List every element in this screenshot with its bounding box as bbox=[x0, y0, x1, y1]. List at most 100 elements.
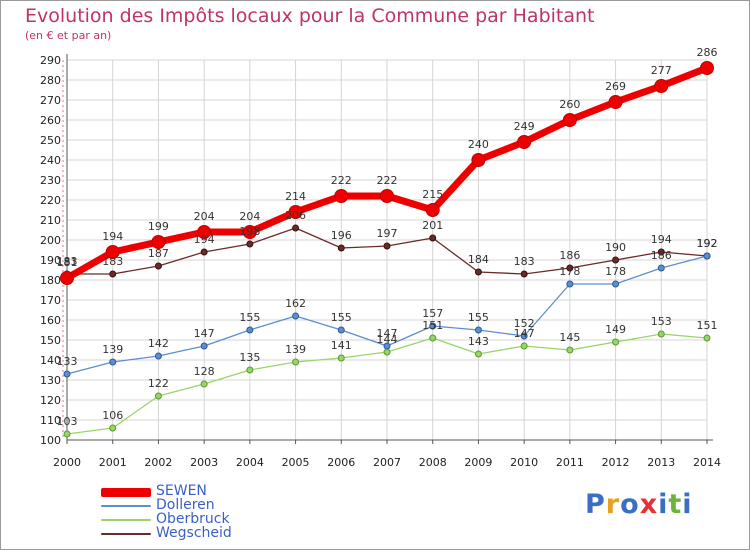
y-tick-label: 160 bbox=[40, 314, 61, 327]
data-label: 186 bbox=[651, 249, 672, 262]
data-point bbox=[429, 234, 437, 242]
data-point bbox=[657, 248, 665, 256]
data-label: 186 bbox=[559, 249, 580, 262]
chart-title: Evolution des Impôts locaux pour la Comm… bbox=[25, 5, 595, 27]
series-oberbruck bbox=[63, 330, 711, 438]
logo-letter: x bbox=[639, 489, 659, 520]
legend-label: Wegscheid bbox=[156, 525, 232, 541]
data-label: 190 bbox=[605, 241, 626, 254]
data-point bbox=[703, 252, 711, 260]
legend-item-sewen: SEWEN bbox=[101, 483, 301, 499]
data-point bbox=[612, 280, 620, 288]
x-tick-label: 2008 bbox=[419, 456, 447, 469]
data-point bbox=[292, 358, 300, 366]
data-point bbox=[292, 224, 300, 232]
data-point bbox=[562, 113, 577, 127]
data-label: 162 bbox=[285, 297, 306, 310]
data-label: 145 bbox=[559, 331, 580, 344]
data-point bbox=[60, 271, 74, 285]
data-point bbox=[474, 350, 482, 358]
data-point bbox=[566, 346, 574, 354]
data-label: 151 bbox=[697, 319, 718, 332]
data-label: 142 bbox=[148, 337, 169, 350]
data-label: 187 bbox=[148, 247, 169, 260]
legend-swatch bbox=[101, 505, 151, 507]
x-tick-label: 2005 bbox=[282, 456, 310, 469]
data-point bbox=[200, 380, 208, 388]
y-tick-label: 120 bbox=[40, 394, 61, 407]
data-label: 178 bbox=[605, 265, 626, 278]
data-point bbox=[383, 242, 391, 250]
legend-item-dolleren: Dolleren bbox=[101, 497, 301, 513]
data-label: 184 bbox=[468, 253, 489, 266]
data-label: 249 bbox=[514, 120, 535, 133]
data-label: 204 bbox=[194, 210, 215, 223]
data-point bbox=[337, 354, 345, 362]
x-tick-label: 2007 bbox=[373, 456, 401, 469]
data-label: 143 bbox=[468, 335, 489, 348]
y-tick-label: 250 bbox=[40, 134, 61, 147]
data-label: 206 bbox=[285, 209, 306, 222]
y-tick-label: 210 bbox=[40, 214, 61, 227]
data-label: 153 bbox=[651, 315, 672, 328]
data-point bbox=[288, 205, 303, 219]
y-tick-label: 230 bbox=[40, 174, 61, 187]
data-point bbox=[200, 342, 208, 350]
series-sewen bbox=[60, 61, 714, 285]
logo-letter: t bbox=[668, 489, 683, 520]
x-tick-label: 2014 bbox=[693, 456, 721, 469]
data-point bbox=[151, 235, 166, 249]
data-label: 183 bbox=[514, 255, 535, 268]
data-point bbox=[109, 358, 117, 366]
data-label: 260 bbox=[559, 98, 580, 111]
legend-item-oberbruck: Oberbruck bbox=[101, 511, 301, 527]
y-tick-label: 100 bbox=[40, 434, 61, 447]
data-point bbox=[566, 264, 574, 272]
data-label: 286 bbox=[697, 46, 718, 59]
data-point bbox=[337, 244, 345, 252]
x-tick-label: 2010 bbox=[510, 456, 538, 469]
data-label: 152 bbox=[514, 317, 535, 330]
legend-label: Oberbruck bbox=[156, 511, 230, 527]
data-label: 155 bbox=[468, 311, 489, 324]
data-label: 147 bbox=[377, 327, 398, 340]
data-point bbox=[242, 225, 257, 239]
data-label: 222 bbox=[331, 174, 352, 187]
data-label: 214 bbox=[285, 190, 306, 203]
data-label: 149 bbox=[605, 323, 626, 336]
x-tick-label: 2003 bbox=[190, 456, 218, 469]
chart-subtitle: (en € et par an) bbox=[25, 29, 112, 42]
data-point bbox=[380, 189, 394, 203]
legend-label: SEWEN bbox=[156, 483, 207, 499]
data-label: 183 bbox=[102, 255, 123, 268]
data-point bbox=[105, 245, 120, 259]
series-dolleren bbox=[63, 252, 711, 378]
data-label: 147 bbox=[514, 327, 535, 340]
logo-letter: i bbox=[658, 489, 669, 520]
y-tick-label: 180 bbox=[40, 274, 61, 287]
data-point bbox=[246, 366, 254, 374]
y-tick-label: 150 bbox=[40, 334, 61, 347]
logo-letter: r bbox=[605, 489, 621, 520]
data-label: 277 bbox=[651, 64, 672, 77]
data-point bbox=[700, 61, 714, 75]
data-label: 215 bbox=[422, 188, 443, 201]
y-tick-label: 190 bbox=[40, 254, 61, 267]
data-label: 201 bbox=[422, 219, 443, 232]
data-point bbox=[383, 348, 391, 356]
data-point bbox=[383, 342, 391, 350]
data-point bbox=[337, 326, 345, 334]
data-label: 178 bbox=[559, 265, 580, 278]
data-point bbox=[63, 370, 71, 378]
data-point bbox=[154, 262, 162, 270]
data-point bbox=[471, 153, 486, 167]
data-label: 181 bbox=[57, 256, 78, 269]
data-point bbox=[612, 338, 620, 346]
legend-label: Dolleren bbox=[156, 497, 215, 513]
data-label: 135 bbox=[239, 351, 260, 364]
data-point bbox=[703, 334, 711, 342]
data-point bbox=[109, 270, 117, 278]
data-label: 183 bbox=[57, 255, 78, 268]
data-point bbox=[429, 334, 437, 342]
data-label: 269 bbox=[605, 80, 626, 93]
